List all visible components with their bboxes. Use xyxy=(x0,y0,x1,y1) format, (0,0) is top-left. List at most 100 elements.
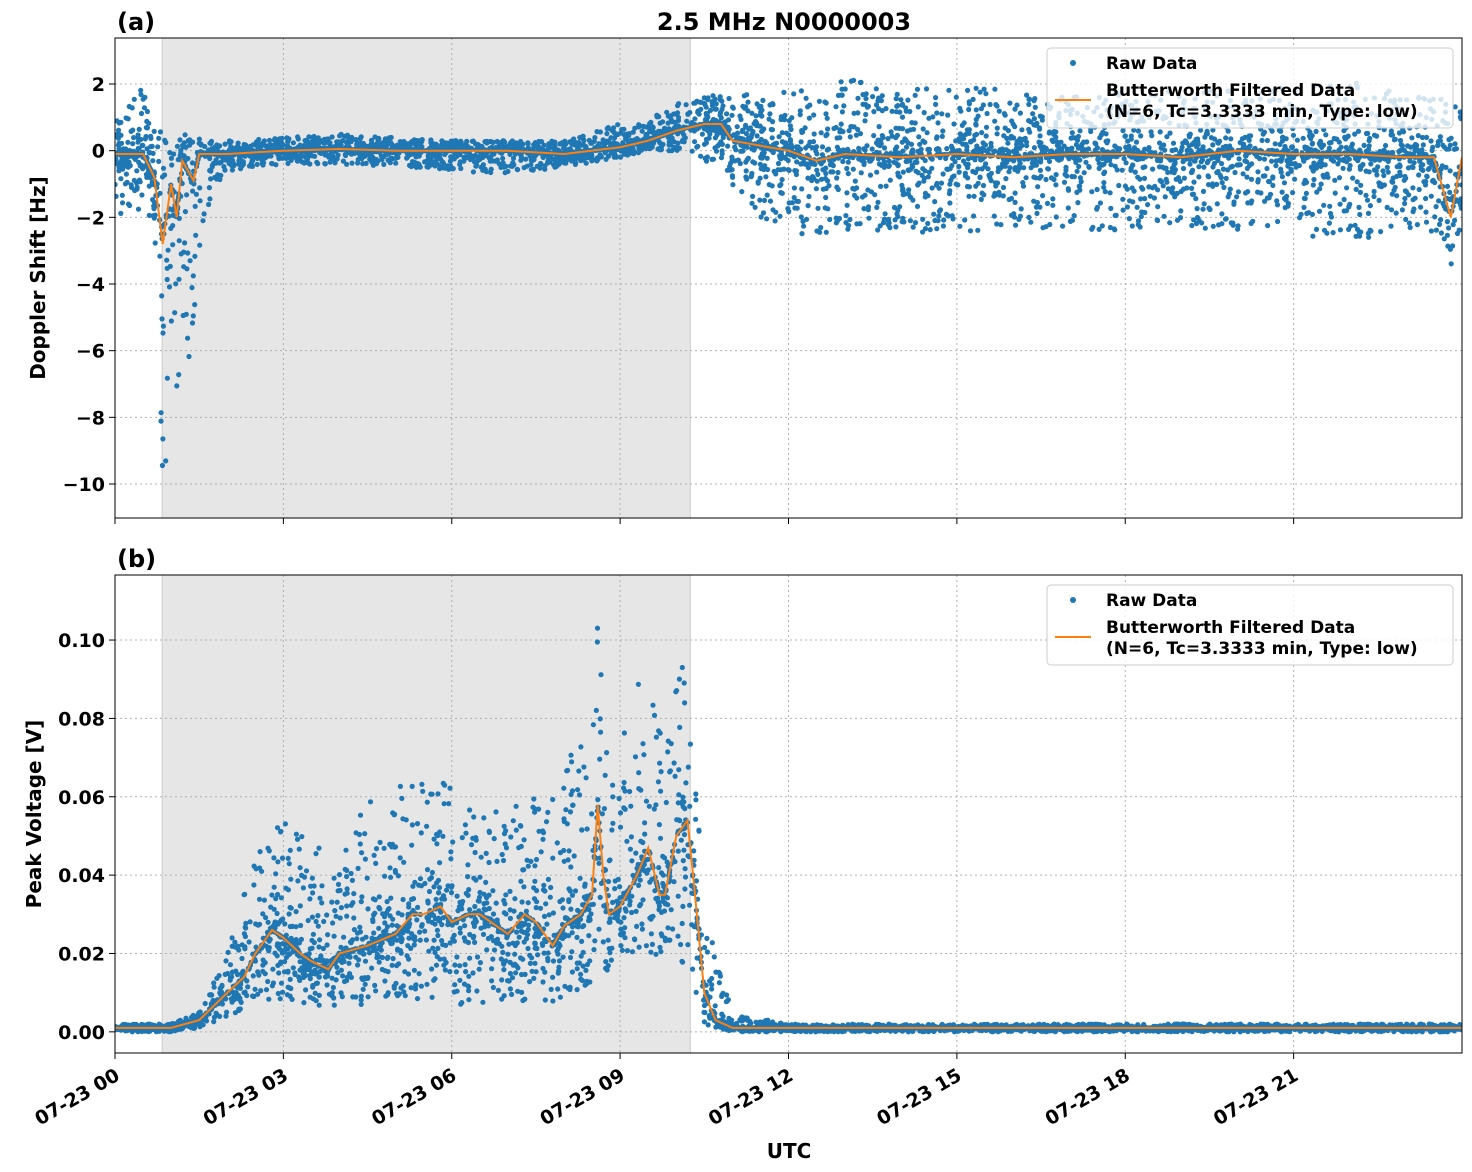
raw-data-point xyxy=(754,101,760,107)
raw-data-point xyxy=(297,142,303,148)
raw-data-point xyxy=(875,98,881,104)
raw-data-point xyxy=(1005,128,1012,134)
raw-data-point xyxy=(750,159,756,165)
raw-data-point xyxy=(1399,143,1405,149)
raw-data-point xyxy=(999,149,1005,155)
raw-data-point xyxy=(115,155,119,162)
raw-data-point xyxy=(1317,186,1323,192)
raw-data-point xyxy=(207,196,213,202)
raw-data-point xyxy=(894,91,900,97)
raw-data-point xyxy=(206,201,212,208)
raw-data-point xyxy=(931,211,937,217)
raw-data-point xyxy=(934,135,940,141)
raw-data-point xyxy=(984,110,990,117)
raw-data-point xyxy=(1239,136,1245,142)
raw-data-point xyxy=(1024,92,1030,98)
raw-data-point xyxy=(1193,220,1200,227)
panel-label-b: (b) xyxy=(117,545,156,573)
raw-data-point xyxy=(393,155,399,161)
raw-data-point xyxy=(464,138,470,144)
raw-data-point xyxy=(271,137,277,143)
raw-data-point xyxy=(1000,184,1007,191)
raw-data-point xyxy=(794,146,801,152)
raw-data-point xyxy=(1027,129,1033,135)
raw-data-point xyxy=(1162,147,1168,153)
raw-data-point xyxy=(719,141,726,147)
raw-data-point xyxy=(1201,164,1207,170)
raw-data-point xyxy=(1170,140,1177,146)
raw-data-point xyxy=(164,257,170,263)
raw-data-point xyxy=(966,106,972,113)
raw-data-point xyxy=(229,167,235,173)
raw-data-point xyxy=(834,218,840,224)
raw-data-point xyxy=(488,153,494,160)
raw-data-point xyxy=(1314,153,1320,160)
raw-data-point xyxy=(966,184,973,190)
raw-data-point xyxy=(835,169,841,176)
raw-data-point xyxy=(675,110,681,116)
raw-data-point xyxy=(135,206,142,212)
raw-data-point xyxy=(146,120,152,126)
raw-data-point xyxy=(975,227,981,233)
raw-data-point xyxy=(490,139,496,145)
raw-data-point xyxy=(1105,154,1111,161)
raw-data-point xyxy=(873,86,879,92)
raw-data-point xyxy=(834,175,840,181)
raw-data-point xyxy=(1433,227,1439,233)
raw-data-point xyxy=(1081,170,1087,176)
raw-data-point xyxy=(815,171,821,177)
raw-data-point xyxy=(196,136,202,142)
raw-data-point xyxy=(1366,234,1372,240)
raw-data-point xyxy=(119,200,126,206)
raw-data-point xyxy=(1367,203,1373,209)
raw-data-point xyxy=(1219,161,1225,167)
raw-data-point xyxy=(939,111,945,117)
raw-data-point xyxy=(1279,189,1285,195)
raw-data-point xyxy=(786,209,792,215)
raw-data-point xyxy=(611,130,618,136)
raw-data-point xyxy=(1357,233,1363,239)
raw-data-point xyxy=(823,229,829,235)
raw-data-point xyxy=(967,228,974,234)
raw-data-point xyxy=(1457,114,1462,120)
raw-data-point xyxy=(1408,144,1414,150)
raw-data-point xyxy=(261,154,267,161)
raw-data-point xyxy=(755,180,761,186)
raw-data-point xyxy=(1303,190,1309,196)
raw-data-point xyxy=(1223,135,1229,141)
raw-data-point xyxy=(1274,198,1280,204)
raw-data-point xyxy=(791,195,797,201)
raw-data-point xyxy=(1374,172,1380,178)
raw-data-point xyxy=(786,118,792,124)
raw-data-point xyxy=(478,152,484,158)
raw-data-point xyxy=(863,111,869,118)
raw-data-point xyxy=(127,202,133,209)
raw-data-point xyxy=(857,131,864,137)
raw-data-point xyxy=(956,169,962,175)
raw-data-point xyxy=(1250,218,1256,224)
raw-data-point xyxy=(941,217,947,223)
raw-data-point xyxy=(879,108,885,114)
raw-data-point xyxy=(312,137,318,143)
raw-data-point xyxy=(1210,142,1216,148)
raw-data-point xyxy=(1260,173,1266,179)
raw-data-point xyxy=(1293,164,1299,170)
raw-data-point xyxy=(925,146,931,152)
raw-data-point xyxy=(1414,142,1420,148)
raw-data-point xyxy=(874,204,880,210)
raw-data-point xyxy=(1035,184,1041,190)
raw-data-point xyxy=(1135,147,1141,154)
raw-data-point xyxy=(699,131,706,137)
raw-data-point xyxy=(772,218,778,224)
raw-data-point xyxy=(844,165,850,172)
raw-data-point xyxy=(130,141,136,147)
raw-data-point xyxy=(1189,185,1195,191)
raw-data-point xyxy=(1403,189,1409,195)
raw-data-point xyxy=(184,192,190,198)
plot-area xyxy=(115,77,1462,469)
raw-data-point xyxy=(1178,208,1184,214)
raw-data-point xyxy=(827,157,833,163)
raw-data-point xyxy=(782,112,788,118)
raw-data-point xyxy=(1410,185,1416,191)
